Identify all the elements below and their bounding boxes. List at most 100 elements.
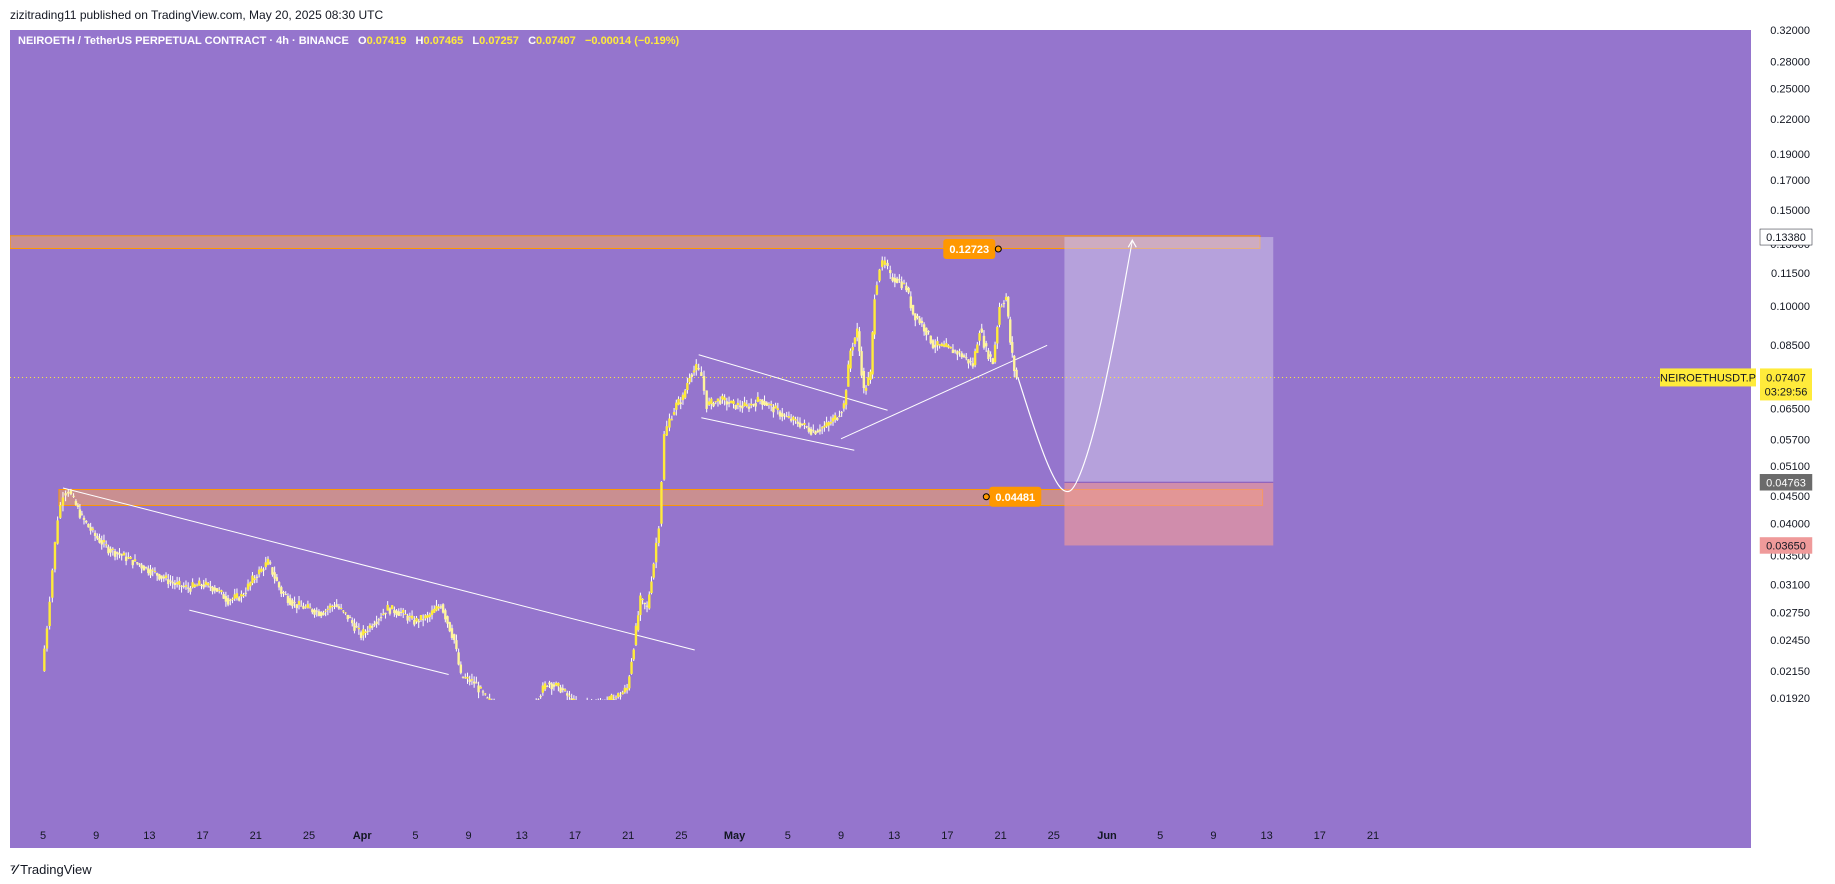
candle-body (599, 703, 601, 704)
candle-body (142, 565, 146, 571)
candle-body (477, 685, 480, 693)
candle-body (602, 701, 604, 702)
candle-body (539, 696, 542, 698)
candle-body (886, 262, 889, 267)
symbol-title[interactable]: NEIROETH / TetherUS PERPETUAL CONTRACT ·… (18, 35, 349, 47)
candle-body (858, 331, 861, 352)
chart-area[interactable] (10, 30, 1751, 848)
x-tick-label: 13 (516, 830, 528, 842)
candle-body (357, 627, 361, 630)
candle-body (738, 405, 742, 408)
candle-body (111, 548, 115, 550)
candle-body (767, 403, 771, 405)
symbol-tag-box (1660, 368, 1756, 387)
candle-body (291, 600, 294, 607)
y-tick-label: 0.11500 (1771, 268, 1810, 280)
candle-body (814, 431, 817, 435)
candle-body (774, 405, 777, 409)
candle-body (107, 546, 110, 554)
candle-body (621, 692, 624, 695)
x-tick-label: 21 (250, 830, 262, 842)
candle-body (382, 613, 385, 615)
candle-body (198, 580, 201, 586)
candle-body (169, 580, 172, 582)
candle-body (87, 523, 90, 528)
candle-body (459, 664, 463, 673)
candle-body (64, 493, 67, 496)
candle-body (293, 602, 296, 604)
candle-body (936, 341, 939, 346)
candle-body (645, 605, 649, 607)
candle-body (798, 422, 802, 428)
candle-body (619, 695, 622, 697)
candle-body (840, 412, 843, 414)
candle-body (408, 616, 412, 618)
candle-body (949, 346, 952, 349)
x-tick-label: 17 (196, 830, 208, 842)
candle-body (590, 704, 592, 705)
candle-body (76, 505, 80, 507)
candle-body (339, 607, 343, 609)
candle-body (470, 679, 474, 681)
y-tick-label: 0.28000 (1770, 57, 1810, 69)
candle-body (67, 491, 70, 494)
candle-body (397, 611, 400, 616)
change-value: −0.00014 (−0.19%) (584, 35, 680, 47)
candle-body (652, 563, 655, 578)
candle-body (537, 699, 540, 700)
candle-body (82, 517, 86, 520)
candle-body (918, 318, 921, 324)
high-value: 0.07465 (423, 35, 464, 47)
candle-body (554, 682, 558, 686)
candle-body (875, 285, 879, 295)
candle-body (579, 703, 581, 704)
price-axis[interactable] (1751, 30, 1825, 848)
candle-body (891, 277, 894, 281)
candle-body (700, 372, 703, 376)
candle-body (269, 562, 272, 564)
candle-body (342, 610, 345, 612)
candle-body (732, 400, 735, 404)
candle-body (364, 631, 367, 634)
candle-body (914, 313, 917, 321)
candle-body (335, 604, 338, 607)
candle-body (838, 415, 841, 417)
candle-body (575, 702, 577, 703)
candle-body (109, 548, 112, 553)
candle-body (697, 368, 700, 370)
candle-body (444, 610, 447, 620)
candle-body (934, 344, 937, 348)
candle-body (315, 610, 318, 612)
candle-body (484, 693, 487, 695)
candle-body (712, 403, 715, 407)
axis-tag-text: 0.13380 (1766, 232, 1806, 244)
price-label-box (989, 486, 1042, 507)
candle-body (794, 419, 797, 421)
candle-body (989, 354, 992, 357)
candle-body (1004, 296, 1008, 300)
candle-body (853, 337, 857, 345)
candle-body (182, 586, 185, 588)
candle-body (991, 358, 995, 364)
candle-body (938, 344, 941, 346)
candle-body (419, 615, 423, 621)
candle-body (893, 277, 897, 283)
tradingview-brand[interactable]: ⁷⁄ TradingView (10, 861, 92, 877)
candle-body (244, 592, 248, 594)
candle-body (902, 283, 906, 285)
candle-body (614, 697, 618, 699)
candle-body (173, 582, 177, 586)
candle-body (215, 588, 219, 592)
candle-body (741, 405, 744, 409)
candle-body (286, 596, 290, 603)
candle-body (907, 287, 910, 293)
candle-body (96, 535, 99, 539)
close-value: 0.07407 (536, 35, 576, 47)
y-tick-label: 0.03100 (1770, 579, 1810, 591)
candle-body (623, 687, 627, 693)
candle-body (167, 579, 170, 585)
candle-body (468, 679, 471, 682)
candle-body (370, 626, 374, 628)
candle-body (116, 552, 119, 554)
